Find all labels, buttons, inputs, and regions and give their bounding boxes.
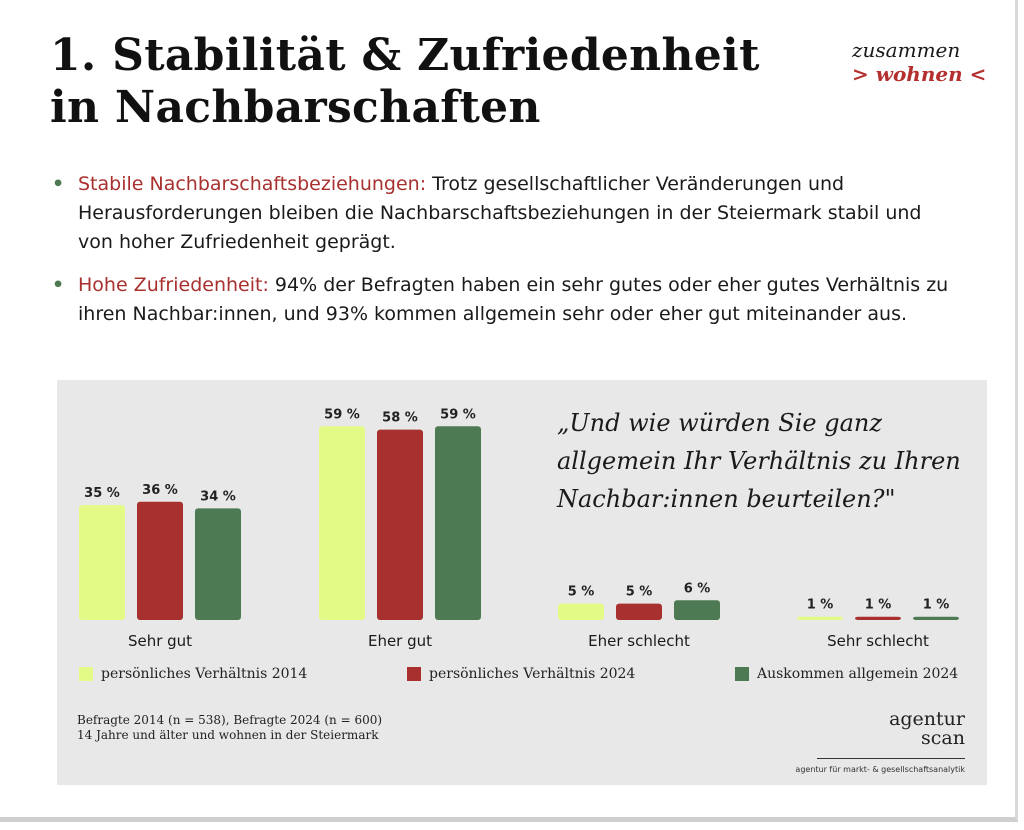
data-label: 5 % [626, 585, 653, 600]
chart-panel: 35 % 36 % 34 % Sehr gut 59 % 58 % 59 % Eher gut… [57, 380, 987, 785]
data-label: 35 % [84, 486, 120, 501]
bar-eher-schlecht-series-1 [558, 603, 604, 620]
bullet-list: • Stabile Nachbarschaftsbeziehungen: Tro… [50, 170, 950, 343]
agentur-scan-logo: agentur scan [889, 710, 965, 748]
data-label: 1 % [865, 598, 892, 613]
bar-chart: 35 % 36 % 34 % Sehr gut 59 % 58 % 59 % Eher gut… [79, 407, 959, 650]
title-line-1: 1. Stabilität & Zufriedenheit [50, 30, 760, 81]
bar-eher-gut-series-2 [377, 429, 423, 620]
brand-divider [817, 758, 965, 759]
survey-question: „Und wie würden Sie ganz allgemein Ihr V… [557, 409, 961, 513]
sample-note: Befragte 2014 (n = 538), Befragte 2024 (… [77, 713, 382, 743]
bar-sehr-schlecht-series-1 [797, 616, 843, 620]
bullet-text: Trotz gesellschaftlicher Veränderungen u… [78, 173, 922, 253]
legend-label: persönliches Verhältnis 2024 [429, 666, 636, 682]
category-label: Sehr gut [128, 632, 192, 650]
bullet-heading: Stabile Nachbarschaftsbeziehungen: [78, 173, 427, 195]
legend-item-auskommen: Auskommen allgemein 2024 [735, 666, 958, 682]
category-label: Eher gut [368, 632, 432, 650]
data-label: 34 % [200, 489, 236, 504]
legend-swatch [407, 667, 421, 681]
bullet-dot-icon: • [52, 173, 65, 195]
bar-eher-gut-series-3 [435, 426, 481, 620]
logo-word-1: zusammen [852, 38, 961, 62]
legend-label: Auskommen allgemein 2024 [757, 666, 959, 682]
bullet-item-satisfaction: • Hohe Zufriedenheit: 94% der Befragten … [50, 271, 950, 329]
bar-sehr-gut-series-1 [79, 505, 125, 620]
bar-sehr-gut-series-2 [137, 501, 183, 620]
bar-eher-schlecht-series-2 [616, 603, 662, 620]
data-label: 1 % [923, 598, 950, 613]
brand-word-2: scan [921, 727, 965, 749]
category-label: Eher schlecht [588, 632, 690, 650]
bullet-item-stability: • Stabile Nachbarschaftsbeziehungen: Tro… [50, 170, 950, 257]
bullet-heading: Hohe Zufriedenheit: [78, 274, 269, 296]
data-label: 36 % [142, 483, 178, 498]
logo-word-2: > wohnen < [852, 62, 987, 86]
legend-item-2014: persönliches Verhältnis 2014 [79, 666, 307, 682]
sample-note-line-2: 14 Jahre und älter und wohnen in der Ste… [77, 728, 379, 742]
brand-tagline: agentur für markt- & gesellschaftsanalyt… [795, 765, 965, 774]
bar-sehr-gut-series-3 [195, 508, 241, 620]
bar-eher-schlecht-series-3 [674, 600, 720, 620]
bar-sehr-schlecht-series-2 [855, 616, 901, 620]
title-line-2: in Nachbarschaften [50, 82, 541, 133]
legend-label: persönliches Verhältnis 2014 [101, 666, 308, 682]
sample-note-line-1: Befragte 2014 (n = 538), Befragte 2024 (… [77, 713, 383, 727]
data-label: 6 % [684, 581, 711, 596]
data-label: 5 % [568, 585, 595, 600]
data-label: 59 % [324, 407, 360, 422]
legend-swatch [79, 667, 93, 681]
zusammen-wohnen-logo: zusammen > wohnen < [840, 38, 990, 90]
bullet-dot-icon: • [52, 274, 65, 296]
brand-word-1: agentur [889, 708, 965, 730]
legend-swatch [735, 667, 749, 681]
legend-item-2024: persönliches Verhältnis 2024 [407, 666, 635, 682]
data-label: 1 % [807, 598, 834, 613]
bar-sehr-schlecht-series-3 [913, 616, 959, 620]
slide-title: 1. Stabilität & Zufriedenheit in Nachbar… [50, 30, 760, 134]
data-label: 59 % [440, 407, 476, 422]
data-label: 58 % [382, 411, 418, 426]
category-label: Sehr schlecht [827, 632, 929, 650]
bullet-text: 94% der Befragten haben ein sehr gutes o… [78, 274, 949, 325]
bar-eher-gut-series-1 [319, 426, 365, 620]
